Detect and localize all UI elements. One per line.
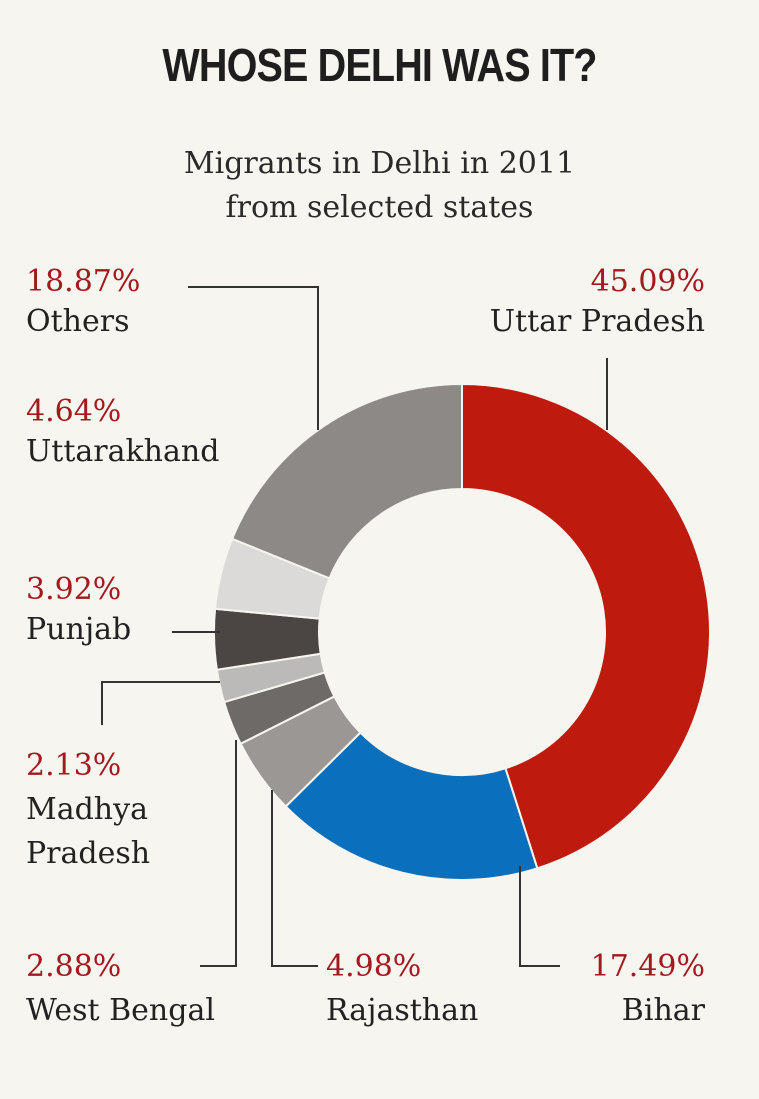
label-uttarakhand-name: Uttarakhand [26, 434, 220, 469]
label-bihar-name: Bihar [621, 993, 705, 1028]
chart-title: WHOSE DELHI WAS IT? [162, 39, 597, 91]
label-bihar-pct: 17.49% [590, 949, 705, 984]
label-others-name: Others [26, 304, 130, 339]
label-mp-pct: 2.13% [26, 748, 122, 783]
label-others: 18.87% Others [26, 262, 140, 342]
subtitle-line-1: Migrants in Delhi in 2011 [183, 146, 576, 181]
label-up-pct: 45.09% [590, 264, 705, 299]
chart-subtitle: Migrants in Delhi in 2011 from selected … [0, 142, 759, 230]
slice-bihar [284, 731, 539, 881]
slice-uttar-pradesh [461, 382, 711, 870]
label-uttarakhand-pct: 4.64% [26, 394, 122, 429]
leader-line-rajasthan [271, 790, 318, 967]
leader-line-mp [101, 681, 220, 725]
label-wb: 2.88% West Bengal [26, 945, 215, 1033]
label-punjab-name: Punjab [26, 612, 132, 647]
label-up-name: Uttar Pradesh [489, 304, 705, 339]
slice-others [230, 382, 463, 580]
label-wb-name: West Bengal [26, 993, 215, 1028]
label-wb-pct: 2.88% [26, 949, 122, 984]
leader-line-wb [200, 740, 237, 967]
leader-line-others [188, 286, 319, 430]
label-mp-name-line1: Madhya [26, 792, 148, 827]
label-punjab-pct: 3.92% [26, 572, 122, 607]
leader-lines [101, 286, 608, 967]
label-mp-name-line2: Pradesh [26, 836, 151, 871]
label-others-pct: 18.87% [26, 264, 141, 299]
subtitle-line-2: from selected states [225, 190, 534, 225]
label-mp: 2.13% Madhya Pradesh [26, 744, 150, 876]
label-rajasthan: 4.98% Rajasthan [326, 945, 478, 1033]
label-rajasthan-name: Rajasthan [326, 993, 479, 1028]
leader-line-bihar [519, 866, 560, 967]
label-punjab: 3.92% Punjab [26, 570, 131, 650]
donut-slices [213, 382, 711, 881]
label-uttarakhand: 4.64% Uttarakhand [26, 392, 219, 472]
label-bihar: 17.49% Bihar [591, 945, 705, 1033]
label-rajasthan-pct: 4.98% [326, 949, 422, 984]
label-up: 45.09% Uttar Pradesh [490, 262, 705, 342]
